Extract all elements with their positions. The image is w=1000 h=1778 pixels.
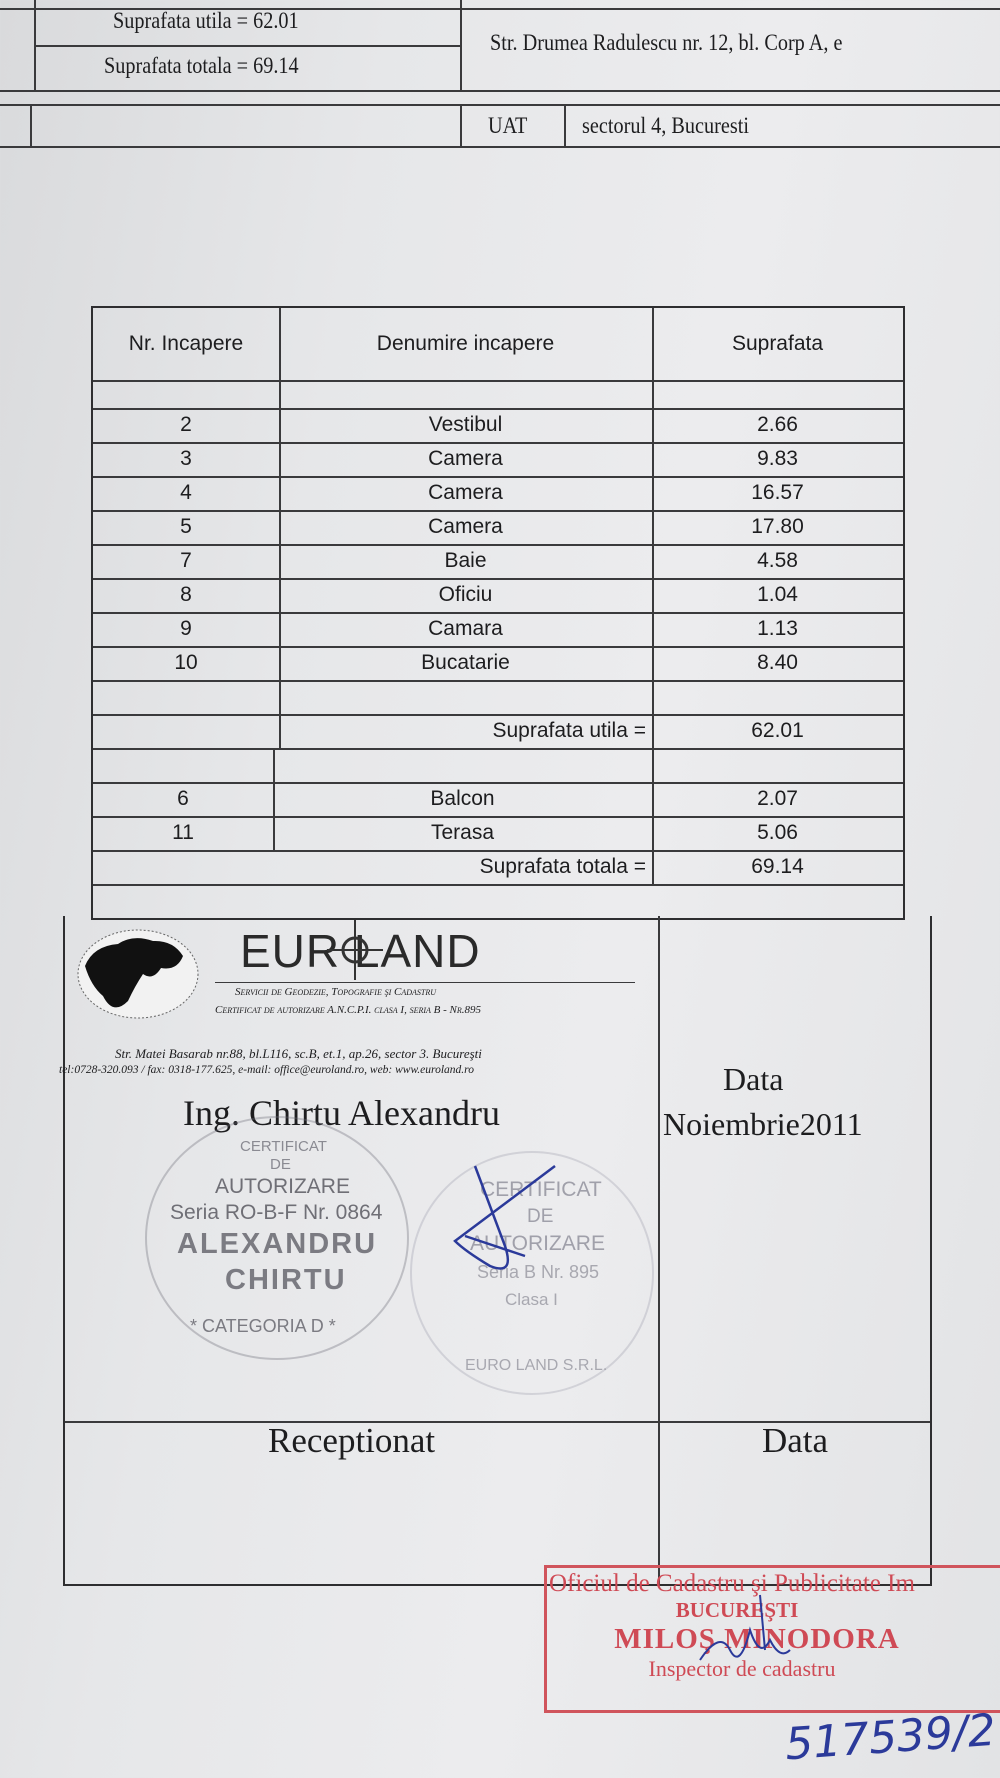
- room-area: 9.83: [757, 447, 798, 470]
- stamp-personal-line2: DE: [270, 1156, 291, 1173]
- handwritten-number: 517539/2: [783, 1704, 998, 1771]
- header-suprafata-utila: Suprafata utila = 62.01: [113, 8, 299, 33]
- reception-date-label: Data: [762, 1421, 829, 1460]
- inspector-signature: [699, 1594, 791, 1661]
- header-address: Str. Drumea Radulescu nr. 12, bl. Corp A…: [490, 30, 843, 55]
- room-nr: 5: [180, 515, 192, 538]
- room-area: 5.06: [757, 821, 798, 844]
- room-area: 16.57: [751, 481, 804, 504]
- stamp-company-line5: Clasa I: [505, 1290, 558, 1309]
- ocpi-line1: Oficiul de Cadastru şi Publicitate Im: [549, 1570, 915, 1597]
- utila-label: Suprafata utila =: [492, 719, 646, 742]
- room-nr: 10: [174, 651, 198, 674]
- stamp-personal-ring: * CATEGORIA D *: [190, 1316, 336, 1336]
- room-nr: 9: [180, 617, 192, 640]
- room-nr: 7: [180, 549, 192, 572]
- room-area: 4.58: [757, 549, 798, 572]
- room-nr: 11: [172, 821, 194, 844]
- room-name: Terasa: [430, 821, 495, 844]
- room-name: Vestibul: [428, 413, 503, 436]
- stamp-personal-line6: CHIRTU: [225, 1264, 347, 1296]
- ocpi-stamp: Oficiul de Cadastru şi Publicitate Im BU…: [544, 1565, 1000, 1713]
- receptionat-label: Receptionat: [268, 1421, 436, 1460]
- room-name: Bucatarie: [421, 651, 510, 674]
- personal-stamp: [145, 1116, 409, 1360]
- uat-label: UAT: [488, 113, 528, 138]
- room-nr: 6: [177, 787, 189, 810]
- room-area: 1.13: [757, 617, 798, 640]
- header-suprafata-totala: Suprafata totala = 69.14: [104, 53, 299, 78]
- room-area: 2.66: [757, 413, 798, 436]
- engineer-signature: [453, 1165, 556, 1270]
- totala-label: Suprafata totala =: [479, 855, 646, 878]
- ocpi-line3: MILOŞ MINODORA: [614, 1623, 900, 1655]
- room-area: 17.80: [751, 515, 804, 538]
- room-name: Camara: [428, 617, 503, 640]
- stamp-personal-line1: CERTIFICAT: [240, 1138, 327, 1155]
- company-tagline: Servicii de Geodezie, Topografie şi Cada…: [235, 986, 436, 998]
- company-contact: tel:0728-320.093 / fax: 0318-177.625, e-…: [59, 1064, 474, 1076]
- totala-value: 69.14: [751, 855, 804, 878]
- globe-logo-icon: [77, 929, 199, 1019]
- column-header-denumire: Denumire incapere: [376, 332, 555, 355]
- signature-box: EUR LAND Servicii de Geodezie, Topografi…: [59, 916, 932, 1586]
- column-header-nr: Nr. Incapere: [128, 332, 244, 355]
- utila-value: 62.01: [751, 719, 804, 742]
- ocpi-line4: Inspector de cadastru: [648, 1656, 836, 1681]
- room-name: Camera: [428, 447, 503, 470]
- date-value: Noiembrie2011: [663, 1106, 863, 1142]
- date-label: Data: [723, 1061, 784, 1097]
- stamp-company-line1: CERTIFICAT: [480, 1178, 602, 1201]
- room-nr: 3: [180, 447, 192, 470]
- room-area: 2.07: [757, 787, 798, 810]
- room-name: Baie: [444, 549, 487, 572]
- room-name: Camera: [428, 481, 503, 504]
- room-name: Balcon: [430, 787, 495, 810]
- rooms-table: Nr. Incapere Denumire incapere Suprafata…: [91, 306, 905, 920]
- uat-value: sectorul 4, Bucuresti: [582, 113, 749, 138]
- stamp-company-line4: Seria B Nr. 895: [477, 1262, 600, 1282]
- crosshair-logo-icon: [327, 920, 383, 980]
- room-nr: 2: [180, 413, 192, 436]
- room-nr: 4: [180, 481, 192, 504]
- company-certificate: Certificat de autorizare A.N.C.P.I. clas…: [215, 1004, 482, 1016]
- company-address: Str. Matei Basarab nr.88, bl.L116, sc.B,…: [115, 1046, 482, 1061]
- company-stamp: [410, 1151, 654, 1395]
- room-name: Camera: [428, 515, 503, 538]
- room-area: 8.40: [757, 651, 798, 674]
- column-header-suprafata: Suprafata: [731, 332, 824, 355]
- stamp-company-ring: EURO LAND S.R.L.: [465, 1357, 608, 1374]
- stamp-personal-line5: ALEXANDRU: [177, 1228, 378, 1260]
- stamp-personal-line3: AUTORIZARE: [215, 1175, 350, 1198]
- ocpi-line2: BUCUREŞTI: [675, 1598, 799, 1622]
- stamp-company-line2: DE: [527, 1206, 554, 1227]
- room-name: Oficiu: [438, 583, 493, 606]
- room-nr: 8: [180, 583, 192, 606]
- stamp-personal-line4: Seria RO-B-F Nr. 0864: [170, 1201, 383, 1224]
- room-area: 1.04: [757, 583, 798, 606]
